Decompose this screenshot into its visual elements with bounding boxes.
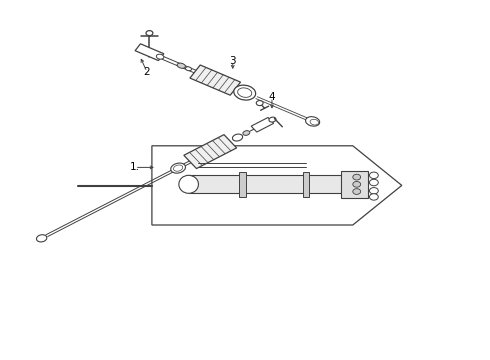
Ellipse shape <box>238 88 252 97</box>
Ellipse shape <box>173 165 183 171</box>
Ellipse shape <box>232 134 243 141</box>
Ellipse shape <box>179 175 198 193</box>
Polygon shape <box>251 117 273 132</box>
Ellipse shape <box>269 117 276 122</box>
Ellipse shape <box>156 54 164 59</box>
Text: 4: 4 <box>269 92 275 102</box>
Polygon shape <box>184 135 237 168</box>
Ellipse shape <box>234 85 256 100</box>
Ellipse shape <box>353 174 361 180</box>
Ellipse shape <box>369 194 378 200</box>
Polygon shape <box>189 175 345 193</box>
Text: 2: 2 <box>144 67 150 77</box>
Ellipse shape <box>369 179 378 186</box>
Ellipse shape <box>171 163 186 173</box>
Polygon shape <box>303 172 310 197</box>
Ellipse shape <box>353 181 361 187</box>
Ellipse shape <box>243 131 250 135</box>
Ellipse shape <box>369 172 378 179</box>
Text: 3: 3 <box>229 56 236 66</box>
Ellipse shape <box>36 235 47 242</box>
Text: 1.: 1. <box>130 162 140 172</box>
Polygon shape <box>239 172 246 197</box>
Ellipse shape <box>186 67 192 71</box>
Ellipse shape <box>310 119 318 125</box>
Polygon shape <box>135 44 164 60</box>
Polygon shape <box>190 65 241 95</box>
Polygon shape <box>341 171 368 198</box>
Ellipse shape <box>353 189 361 194</box>
Ellipse shape <box>306 117 319 126</box>
Ellipse shape <box>177 63 185 68</box>
Ellipse shape <box>146 31 153 36</box>
Polygon shape <box>152 146 402 225</box>
Ellipse shape <box>256 100 263 105</box>
Ellipse shape <box>369 188 378 194</box>
